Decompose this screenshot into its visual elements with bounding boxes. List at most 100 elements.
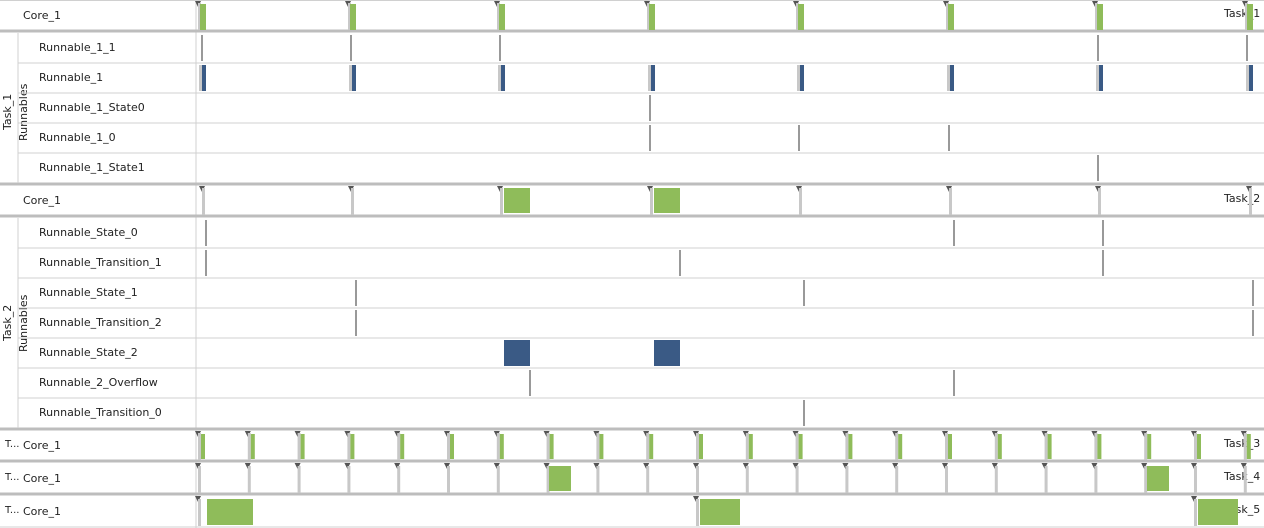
exec-block xyxy=(1147,466,1169,491)
exec-block xyxy=(1047,434,1052,459)
start-bar xyxy=(349,65,352,91)
runnable-row-label[interactable]: Runnable_1_State0 xyxy=(39,101,145,114)
exec-block xyxy=(504,188,530,213)
start-bar xyxy=(1094,433,1098,460)
runnable-block xyxy=(950,65,954,91)
core-label-task2[interactable]: Core_1 xyxy=(23,194,61,207)
exec-block xyxy=(948,434,952,459)
start-bar xyxy=(1144,466,1148,493)
start-bar xyxy=(945,433,948,460)
start-bar xyxy=(397,433,401,460)
start-bar xyxy=(895,466,899,493)
exec-block xyxy=(649,4,655,30)
exec-block xyxy=(654,188,680,213)
exec-block xyxy=(201,434,205,459)
runnable-row-label[interactable]: Runnable_1_State1 xyxy=(39,161,145,174)
start-bar xyxy=(447,466,450,493)
runnable-block xyxy=(202,65,206,91)
start-bar xyxy=(745,433,749,460)
exec-block xyxy=(1247,4,1253,30)
start-bar xyxy=(497,3,500,30)
runnable-row-label[interactable]: Runnable_Transition_0 xyxy=(39,406,162,419)
runnable-row-label[interactable]: Runnable_State_1 xyxy=(39,286,138,299)
start-bar xyxy=(795,466,799,493)
runnable-row-label[interactable]: Runnable_State_2 xyxy=(39,346,138,359)
runnable-block xyxy=(654,340,680,366)
core-label-task5[interactable]: Core_1 xyxy=(23,505,61,518)
task-group-label-task5: T... xyxy=(5,505,20,516)
start-bar xyxy=(1194,499,1197,526)
start-bar xyxy=(1094,466,1098,493)
runnable-row-label[interactable]: Runnable_2_Overflow xyxy=(39,376,158,389)
runnable-row-label[interactable]: Runnable_Transition_1 xyxy=(39,256,162,269)
start-bar xyxy=(947,65,950,91)
exec-block xyxy=(848,434,853,459)
runnable-row-label[interactable]: Runnable_State_0 xyxy=(39,226,138,239)
core-label-task4[interactable]: Core_1 xyxy=(23,472,61,485)
exec-block xyxy=(549,434,554,459)
exec-block xyxy=(1198,499,1238,525)
start-bar xyxy=(596,466,600,493)
start-bar xyxy=(297,466,301,493)
exec-block xyxy=(549,466,571,491)
runnable-block xyxy=(501,65,505,91)
core-label-task1[interactable]: Core_1 xyxy=(23,9,61,22)
start-bar xyxy=(795,433,799,460)
runnable-block xyxy=(1099,65,1103,91)
start-bar xyxy=(1243,433,1247,460)
exec-block xyxy=(798,4,804,30)
exec-block xyxy=(898,434,903,459)
start-bar xyxy=(796,3,799,30)
start-bar xyxy=(696,466,699,493)
start-bar xyxy=(1194,433,1197,460)
runnable-row-label[interactable]: Runnable_1 xyxy=(39,71,104,84)
start-bar xyxy=(1098,188,1101,215)
start-bar xyxy=(1249,188,1252,215)
start-bar xyxy=(646,433,650,460)
runnable-row-label[interactable]: Runnable_1_1 xyxy=(39,41,116,54)
exec-block xyxy=(748,434,753,459)
start-bar xyxy=(198,466,201,493)
start-bar xyxy=(347,466,351,493)
exec-block xyxy=(499,4,505,30)
start-bar xyxy=(647,3,650,30)
start-bar xyxy=(797,65,800,91)
start-bar xyxy=(799,188,802,215)
runnable-block xyxy=(352,65,356,91)
start-bar xyxy=(1144,433,1148,460)
start-bar xyxy=(895,433,899,460)
task-group-label-task3: T... xyxy=(5,439,20,450)
exec-block xyxy=(649,434,654,459)
start-bar xyxy=(994,433,998,460)
runnable-row-label[interactable]: Runnable_1_0 xyxy=(39,131,116,144)
exec-block xyxy=(207,499,253,525)
runnable-row-label[interactable]: Runnable_Transition_2 xyxy=(39,316,162,329)
exec-block xyxy=(300,434,305,459)
exec-block xyxy=(699,434,703,459)
start-bar xyxy=(202,188,205,215)
exec-block xyxy=(350,4,356,30)
exec-block xyxy=(599,434,604,459)
start-bar xyxy=(1095,3,1098,30)
runnable-block xyxy=(504,340,530,366)
start-bar xyxy=(646,466,650,493)
start-bar xyxy=(347,433,351,460)
start-bar xyxy=(745,466,749,493)
start-bar xyxy=(198,499,201,526)
start-bar xyxy=(1245,3,1248,30)
start-bar xyxy=(1044,433,1048,460)
exec-block xyxy=(700,499,740,525)
start-bar xyxy=(247,433,251,460)
start-bar xyxy=(297,433,301,460)
exec-block xyxy=(250,434,255,459)
start-bar xyxy=(648,65,651,91)
start-bar xyxy=(696,433,699,460)
start-bar xyxy=(496,466,500,493)
start-bar xyxy=(949,188,952,215)
exec-block xyxy=(1197,434,1201,459)
start-bar xyxy=(650,188,653,215)
core-label-task3[interactable]: Core_1 xyxy=(23,439,61,452)
start-bar xyxy=(696,499,699,526)
start-bar xyxy=(994,466,998,493)
